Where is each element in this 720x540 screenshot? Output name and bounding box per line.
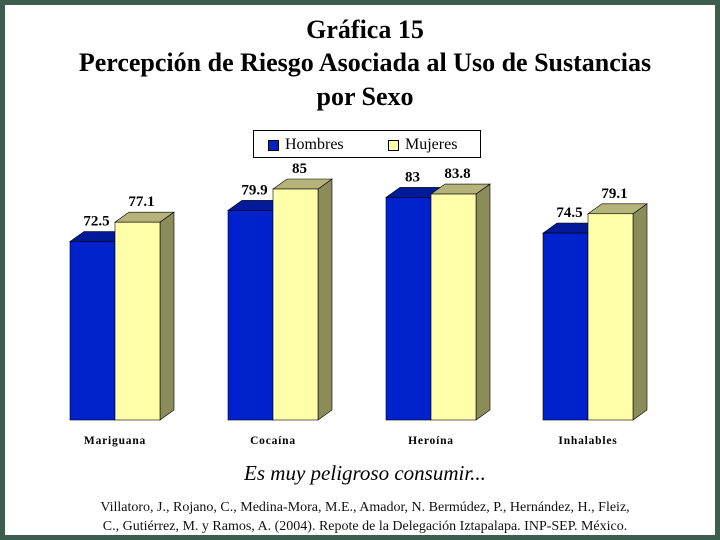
bar-cocaina-mujeres [272,188,319,421]
legend-swatch-mujeres [388,139,399,151]
category-label-cocaina: Cocaína [250,435,296,447]
data-label-cocaina-mujeres: 85 [292,161,307,177]
data-label-heroina-hombres: 83 [405,169,420,185]
bar-side-mariguana-mujeres [159,211,175,421]
chart-title-line-1: Gráfica 15 [306,15,424,44]
legend-swatch-hombres [268,139,279,151]
bar-heroina-hombres [385,197,432,421]
legend-label-hombres: Hombres [285,136,344,153]
bar-side-cocaina-mujeres [317,178,333,421]
chart-title-line-2: Percepción de Riesgo Asociada al Uso de … [78,48,652,77]
data-label-heroina-mujeres: 83.8 [444,166,470,182]
legend-label-mujeres: Mujeres [405,136,458,153]
citation-line-2: C., Gutiérrez, M. y Ramos, A. (2004). Re… [102,519,628,534]
bar-chart: 72.5 77.1 Mariguana 79.9 85 Cocaína 83 83.8 Hero… [69,161,648,447]
data-label-mariguana-mujeres: 77.1 [128,194,154,210]
bar-heroina-mujeres [430,193,477,421]
chart-title-line-3: por Sexo [316,82,414,111]
chart-subtitle: Es muy peligroso consumir... [244,461,486,485]
data-label-cocaina-hombres: 79.9 [241,182,267,198]
chart-legend: Hombres Mujeres [253,130,481,158]
bar-side-inhalables-mujeres [632,203,648,421]
data-label-inhalables-mujeres: 79.1 [601,186,627,202]
category-label-inhalables: Inhalables [558,435,617,447]
legend-item-hombres: Hombres [268,137,344,153]
bar-mariguana-hombres [69,241,116,421]
bar-cocaina-hombres [227,210,274,421]
bar-inhalables-hombres [542,232,589,421]
category-label-mariguana: Mariguana [84,435,146,447]
citation: Villatoro, J., Rojano, C., Medina-Mora, … [45,498,685,536]
citation-line-1: Villatoro, J., Rojano, C., Medina-Mora, … [100,500,630,515]
category-label-heroina: Heroína [408,435,454,447]
data-label-inhalables-hombres: 74.5 [556,205,582,221]
bar-inhalables-mujeres [587,213,634,421]
legend-item-mujeres: Mujeres [388,137,457,153]
data-label-mariguana-hombres: 72.5 [83,214,109,230]
bar-side-heroina-mujeres [475,183,491,421]
bar-mariguana-mujeres [114,221,161,421]
